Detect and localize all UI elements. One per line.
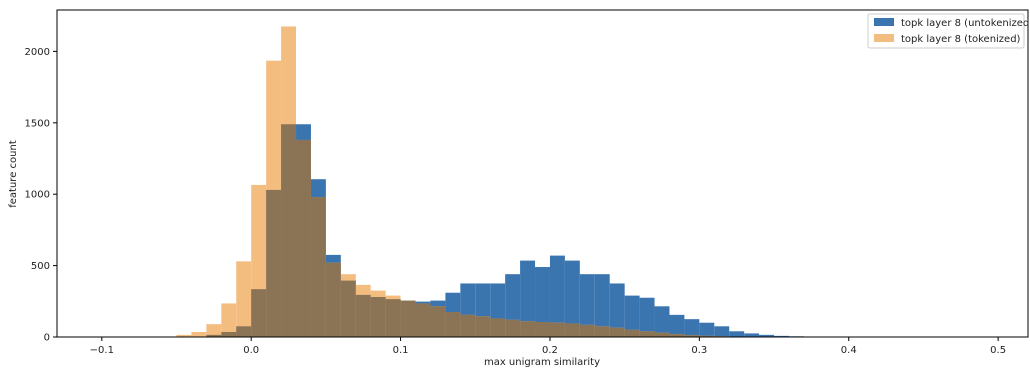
bar-tokenized (191, 332, 207, 337)
bar-overlap (535, 322, 550, 337)
overlap-bars (206, 124, 745, 337)
bar-untokenized (594, 274, 610, 337)
bar-untokenized (774, 335, 789, 337)
legend: topk layer 8 (untokenized) topk layer 8 … (867, 13, 1030, 49)
y-axis-ticks: 0 500 1000 1500 2000 (25, 47, 57, 344)
bar-tokenized (206, 324, 222, 337)
x-tick-label: 0.1 (393, 345, 409, 356)
x-axis-ticks: −0.1 0.0 0.1 0.2 0.3 0.4 0.5 (90, 337, 1006, 356)
bar-untokenized (699, 322, 715, 337)
y-tick-label: 1500 (25, 118, 50, 129)
bar-untokenized (549, 255, 565, 337)
bar-overlap (251, 289, 267, 337)
bar-overlap (460, 314, 476, 337)
y-tick-label: 2000 (25, 47, 50, 58)
bar-overlap (579, 324, 595, 337)
bar-tokenized (236, 261, 252, 337)
y-tick-label: 0 (44, 333, 50, 344)
x-axis-label: max unigram similarity (484, 357, 600, 368)
bar-overlap (624, 329, 640, 337)
bar-overlap (430, 306, 446, 337)
bar-overlap (340, 280, 356, 337)
y-tick-label: 500 (31, 261, 50, 272)
bar-untokenized (684, 319, 700, 337)
legend-swatch-tokenized (874, 34, 894, 42)
bar-overlap (475, 316, 491, 337)
bar-overlap (699, 335, 715, 337)
bar-untokenized (654, 306, 670, 337)
bar-overlap (684, 335, 700, 337)
bar-overlap (206, 334, 222, 337)
bar-overlap (221, 332, 237, 337)
bar-overlap (520, 321, 536, 337)
legend-label-tokenized: topk layer 8 (tokenized) (901, 34, 1021, 45)
bar-tokenized (221, 303, 237, 337)
bar-overlap (490, 318, 506, 337)
bar-untokenized (714, 326, 730, 337)
bar-overlap (564, 323, 580, 337)
legend-frame (867, 13, 1025, 49)
bar-untokenized (669, 314, 685, 337)
bar-untokenized (609, 283, 625, 337)
x-tick-label: 0.2 (542, 345, 558, 356)
bar-overlap (505, 319, 521, 337)
bar-untokenized (520, 260, 536, 337)
bar-overlap (609, 327, 625, 337)
bar-untokenized (729, 331, 745, 337)
legend-swatch-untokenized (874, 18, 894, 26)
plot-frame (56, 9, 1029, 338)
bar-overlap (355, 294, 371, 337)
x-tick-label: 0.3 (691, 345, 707, 356)
y-axis-label: feature count (8, 140, 19, 208)
bar-overlap (594, 326, 610, 337)
bar-overlap (236, 326, 252, 337)
x-tick-label: 0.4 (841, 345, 857, 356)
bar-overlap (549, 322, 565, 337)
y-tick-label: 1000 (25, 190, 50, 201)
bar-untokenized (639, 297, 655, 337)
bar-overlap (445, 312, 461, 337)
x-tick-label: 0.5 (990, 345, 1006, 356)
bar-overlap (654, 332, 670, 337)
bar-tokenized (176, 334, 192, 337)
bar-overlap (310, 197, 326, 337)
bar-overlap (415, 303, 431, 337)
bar-untokenized (564, 260, 580, 337)
bar-untokenized (744, 333, 760, 337)
bar-overlap (296, 139, 311, 337)
bar-overlap (281, 124, 297, 337)
bar-untokenized (624, 295, 640, 337)
bar-overlap (669, 334, 685, 337)
x-tick-label: −0.1 (90, 345, 114, 356)
bar-untokenized (579, 274, 595, 337)
bar-overlap (325, 262, 341, 337)
legend-label-untokenized: topk layer 8 (untokenized) (901, 18, 1030, 29)
bar-untokenized (759, 334, 775, 337)
bar-overlap (266, 189, 282, 337)
bar-overlap (370, 297, 386, 337)
bar-overlap (385, 299, 401, 337)
x-tick-label: 0.0 (243, 345, 259, 356)
bar-overlap (639, 331, 655, 337)
bar-overlap (400, 300, 416, 337)
bar-untokenized (535, 267, 550, 337)
